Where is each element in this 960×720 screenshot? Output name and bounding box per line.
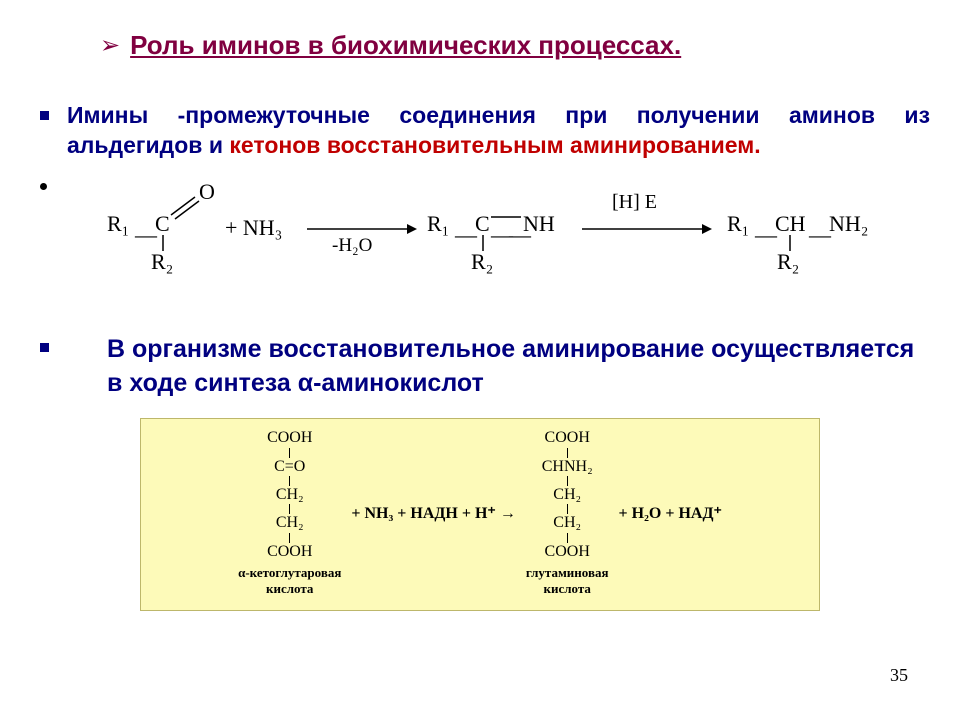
s1-ch: CH	[775, 211, 806, 237]
mol-line: C=O	[274, 458, 305, 476]
arrow-icon	[582, 221, 712, 237]
dot-bullet-icon	[40, 183, 47, 190]
mol-line: CH₂	[276, 486, 304, 504]
s1-r1b: R₁	[427, 211, 449, 237]
reaction-scheme-1: R₁ — C O R₂ + NH₃ -H₂O R₁ — C —	[107, 179, 930, 289]
triangle-bullet-icon: ➢	[100, 31, 120, 60]
s1-nh: NH	[523, 211, 555, 237]
s1-r2a: R₂	[151, 249, 173, 275]
scheme-1-row: R₁ — C O R₂ + NH₃ -H₂O R₁ — C —	[40, 171, 930, 313]
double-bond-icon	[167, 193, 203, 221]
mol-line: CHNH₂	[542, 458, 593, 476]
s1-plus-nh3: + NH₃	[225, 215, 282, 241]
double-bond-icon	[491, 215, 521, 219]
s1-o: O	[199, 179, 215, 205]
square-bullet-icon	[40, 343, 49, 352]
mol-line: COOH	[545, 543, 590, 561]
left-molecule-label: α-кетоглутароваякислота	[238, 565, 341, 596]
mol-line: CH₂	[553, 486, 581, 504]
right-molecule: COOH CHNH₂ CH₂ CH₂ COOH глутаминоваякисл…	[526, 429, 609, 596]
bullet-1-text: Имины -промежуточные соединения при полу…	[67, 101, 930, 161]
page-number: 35	[890, 665, 908, 686]
bullet-1-red: кетонов восстановительным аминированием.	[229, 132, 760, 158]
mol-line: CH₂	[553, 514, 581, 532]
s1-minus-h2o: -H₂O	[332, 235, 372, 257]
reaction-scheme-2: COOH C=O CH₂ CH₂ COOH α-кетоглутароваяки…	[140, 418, 820, 611]
s1-r1c: R₁	[727, 211, 749, 237]
bullet-2-text: В организме восстановительное аминирован…	[107, 333, 930, 401]
mol-line: CH₂	[276, 514, 304, 532]
right-molecule-label: глутаминоваякислота	[526, 565, 609, 596]
bullet-1: Имины -промежуточные соединения при полу…	[40, 101, 930, 161]
s1-c-b: C	[475, 211, 490, 237]
slide-container: ➢ Роль иминов в биохимических процессах.…	[0, 0, 960, 720]
middle-terms: + NH₃ + НАДН + H⁺ →	[351, 503, 516, 523]
mol-line: COOH	[267, 543, 312, 561]
title-row: ➢ Роль иминов в биохимических процессах.	[100, 30, 930, 61]
bullet-2: В организме восстановительное аминирован…	[40, 333, 930, 401]
s1-r2c: R₂	[777, 249, 799, 275]
s1-he: [H] E	[612, 191, 657, 214]
tail-terms: + H₂O + НАД⁺	[619, 503, 722, 523]
square-bullet-icon	[40, 111, 49, 120]
mol-line: COOH	[267, 429, 312, 447]
left-molecule: COOH C=O CH₂ CH₂ COOH α-кетоглутароваяки…	[238, 429, 341, 596]
mol-line: COOH	[545, 429, 590, 447]
s1-nh2: NH₂	[829, 211, 868, 237]
slide-title: Роль иминов в биохимических процессах.	[130, 30, 681, 61]
s1-r2b: R₂	[471, 249, 493, 275]
s1-r1a: R₁	[107, 211, 129, 237]
